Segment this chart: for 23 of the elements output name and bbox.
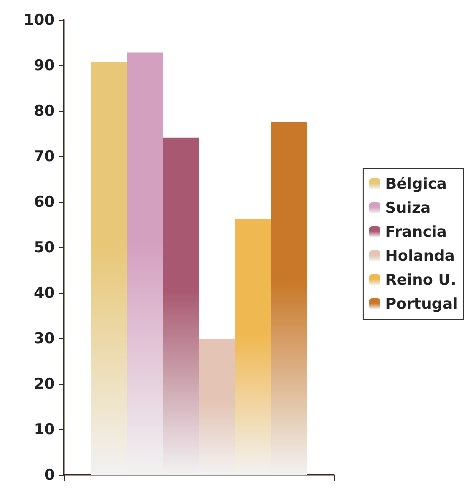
y-tick-label: 70	[34, 148, 55, 166]
legend-label: Francia	[385, 223, 448, 241]
y-tick-label: 50	[34, 238, 55, 256]
legend-label: Reino U.	[385, 271, 456, 289]
legend-label: Portugal	[385, 295, 458, 313]
y-tick-label: 0	[44, 466, 55, 484]
bar	[91, 62, 127, 475]
bar	[127, 52, 163, 475]
y-tick-label: 30	[34, 330, 55, 348]
legend-label: Suiza	[385, 199, 431, 217]
bar	[235, 219, 271, 475]
y-tick-label: 60	[34, 193, 55, 211]
bar	[271, 122, 307, 475]
y-tick-label: 10	[34, 420, 55, 438]
bar	[199, 339, 235, 475]
bar	[163, 138, 199, 475]
y-tick-label: 40	[34, 284, 55, 302]
y-tick-label: 100	[24, 11, 55, 29]
y-tick-label: 80	[34, 102, 55, 120]
legend-label: Holanda	[385, 247, 456, 265]
y-tick-label: 20	[34, 375, 55, 393]
legend-label: Bélgica	[385, 175, 448, 193]
y-tick-label: 90	[34, 56, 55, 74]
